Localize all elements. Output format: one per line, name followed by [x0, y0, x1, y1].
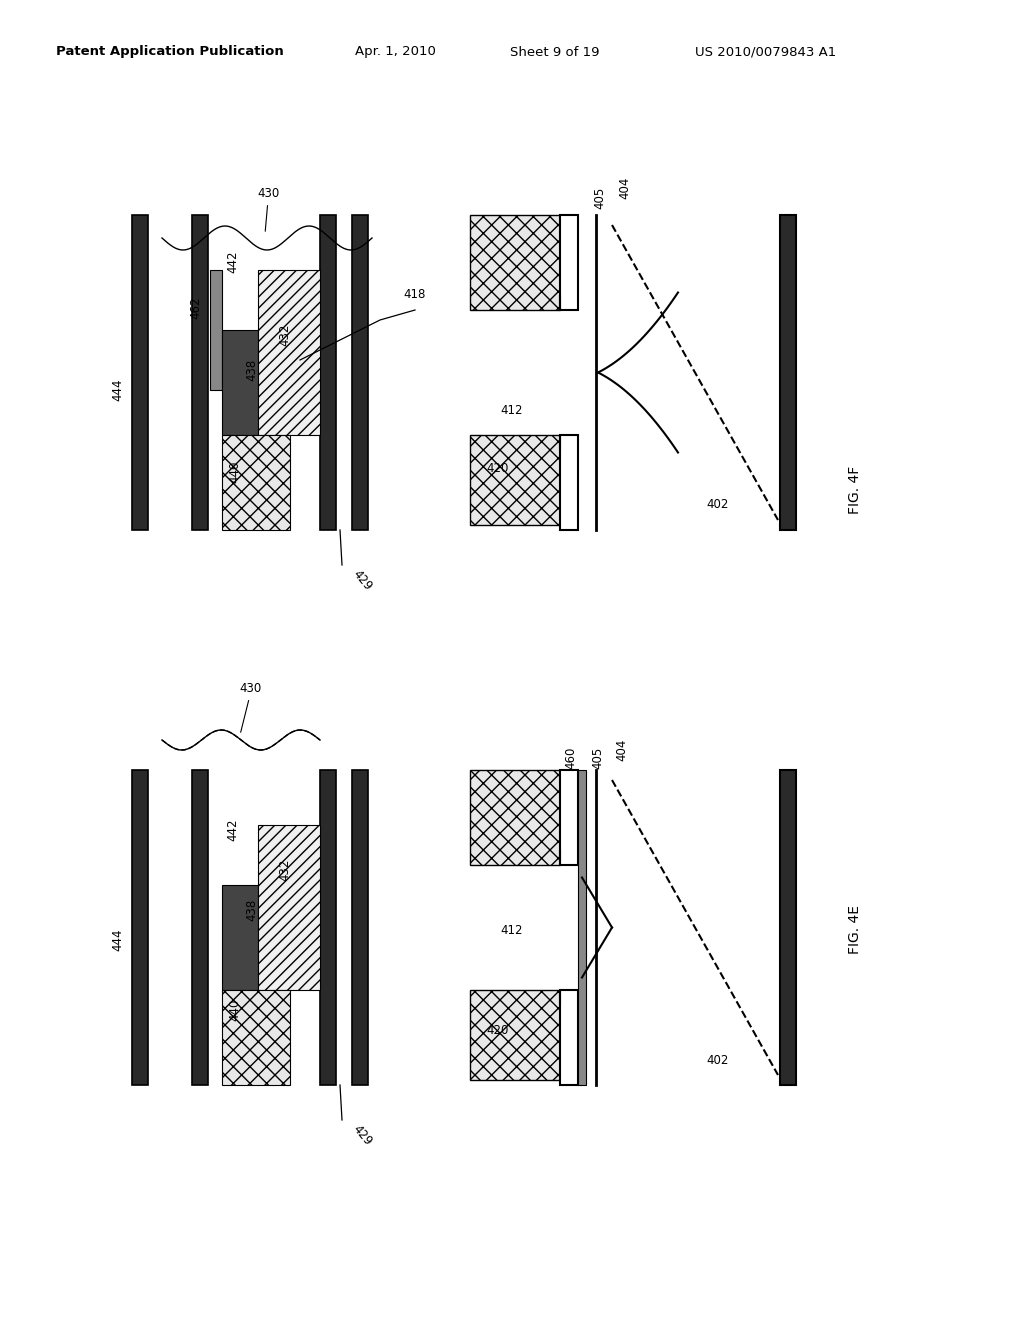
Text: 432: 432: [279, 859, 292, 882]
Text: 412: 412: [501, 924, 523, 936]
Text: 402: 402: [707, 1053, 729, 1067]
Bar: [222, 884, 258, 990]
Text: 429: 429: [350, 568, 375, 593]
Text: 438: 438: [246, 359, 258, 381]
Bar: [470, 436, 560, 525]
Text: 438: 438: [246, 899, 258, 921]
Text: 444: 444: [112, 379, 125, 401]
Bar: [193, 770, 208, 1085]
Bar: [560, 770, 578, 865]
Text: 429: 429: [350, 1122, 375, 1148]
Text: FIG. 4F: FIG. 4F: [848, 466, 862, 513]
Bar: [352, 215, 368, 531]
Text: 442: 442: [226, 251, 240, 273]
Bar: [193, 215, 208, 531]
Text: 440: 440: [228, 461, 242, 483]
Bar: [132, 770, 148, 1085]
Bar: [222, 990, 290, 1085]
Text: 418: 418: [403, 289, 426, 301]
Text: 412: 412: [501, 404, 523, 417]
Text: 420: 420: [486, 462, 509, 474]
Bar: [560, 990, 578, 1085]
Bar: [319, 215, 336, 531]
Bar: [222, 436, 290, 531]
Bar: [470, 215, 560, 310]
Text: US 2010/0079843 A1: US 2010/0079843 A1: [695, 45, 837, 58]
Bar: [470, 990, 560, 1080]
Text: 430: 430: [257, 187, 280, 231]
Text: 442: 442: [226, 818, 240, 841]
Text: 462: 462: [189, 297, 203, 319]
Bar: [780, 770, 796, 1085]
Bar: [560, 215, 578, 310]
Text: 430: 430: [239, 682, 261, 733]
Bar: [578, 770, 586, 1085]
Bar: [258, 825, 319, 990]
Text: 432: 432: [279, 323, 292, 346]
Text: Patent Application Publication: Patent Application Publication: [56, 45, 284, 58]
Text: 440: 440: [228, 999, 242, 1022]
Text: 444: 444: [112, 929, 125, 952]
Bar: [470, 770, 560, 865]
Text: 405: 405: [594, 187, 606, 209]
Bar: [780, 215, 796, 531]
Text: 402: 402: [707, 499, 729, 511]
Bar: [560, 436, 578, 531]
Text: Sheet 9 of 19: Sheet 9 of 19: [510, 45, 599, 58]
Text: Apr. 1, 2010: Apr. 1, 2010: [355, 45, 436, 58]
Text: 405: 405: [592, 747, 604, 770]
Bar: [258, 271, 319, 436]
Bar: [352, 770, 368, 1085]
Bar: [132, 215, 148, 531]
Text: 420: 420: [486, 1023, 509, 1036]
Text: 404: 404: [615, 739, 629, 762]
Bar: [222, 330, 258, 436]
Bar: [319, 770, 336, 1085]
Text: 460: 460: [564, 747, 578, 770]
Text: 404: 404: [618, 177, 632, 199]
Bar: [210, 271, 222, 389]
Text: FIG. 4E: FIG. 4E: [848, 906, 862, 954]
